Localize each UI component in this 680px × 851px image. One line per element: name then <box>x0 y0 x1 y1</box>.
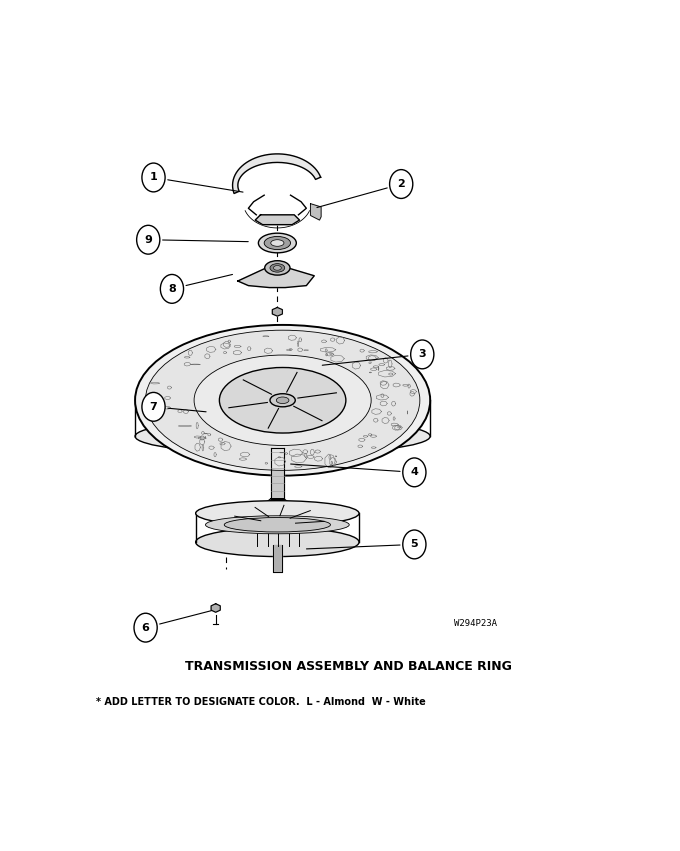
Circle shape <box>142 163 165 191</box>
Ellipse shape <box>265 260 290 275</box>
Text: W294P23A: W294P23A <box>454 619 497 628</box>
Circle shape <box>137 226 160 254</box>
Circle shape <box>134 614 157 642</box>
Text: 4: 4 <box>411 467 418 477</box>
Text: 8: 8 <box>168 284 176 294</box>
Circle shape <box>403 530 426 559</box>
Ellipse shape <box>146 330 420 471</box>
Text: TRANSMISSION ASSEMBLY AND BALANCE RING: TRANSMISSION ASSEMBLY AND BALANCE RING <box>185 660 512 673</box>
Polygon shape <box>311 203 321 220</box>
Ellipse shape <box>258 233 296 253</box>
Polygon shape <box>211 603 220 612</box>
Polygon shape <box>238 264 314 288</box>
Text: 9: 9 <box>144 235 152 245</box>
Circle shape <box>390 169 413 198</box>
Ellipse shape <box>224 517 330 532</box>
Polygon shape <box>255 214 299 225</box>
Ellipse shape <box>196 528 359 557</box>
Text: 2: 2 <box>397 179 405 189</box>
Ellipse shape <box>276 397 289 403</box>
Ellipse shape <box>271 240 284 246</box>
Ellipse shape <box>194 355 371 445</box>
Circle shape <box>160 275 184 303</box>
Circle shape <box>411 340 434 368</box>
Text: 3: 3 <box>418 350 426 359</box>
Ellipse shape <box>273 266 282 271</box>
Ellipse shape <box>270 394 295 407</box>
Text: 1: 1 <box>150 173 157 182</box>
Text: 7: 7 <box>150 402 157 412</box>
Ellipse shape <box>264 237 290 249</box>
Ellipse shape <box>270 264 285 272</box>
Ellipse shape <box>205 516 350 534</box>
Text: * ADD LETTER TO DESIGNATE COLOR.  L - Almond  W - White: * ADD LETTER TO DESIGNATE COLOR. L - Alm… <box>95 697 425 706</box>
Text: 5: 5 <box>411 540 418 550</box>
Polygon shape <box>233 154 321 193</box>
Ellipse shape <box>135 325 430 476</box>
Ellipse shape <box>135 419 430 454</box>
Circle shape <box>142 392 165 421</box>
Polygon shape <box>272 307 282 316</box>
Polygon shape <box>248 499 307 522</box>
Circle shape <box>403 458 426 487</box>
Ellipse shape <box>220 368 346 433</box>
Text: 6: 6 <box>141 623 150 632</box>
Ellipse shape <box>196 500 359 526</box>
